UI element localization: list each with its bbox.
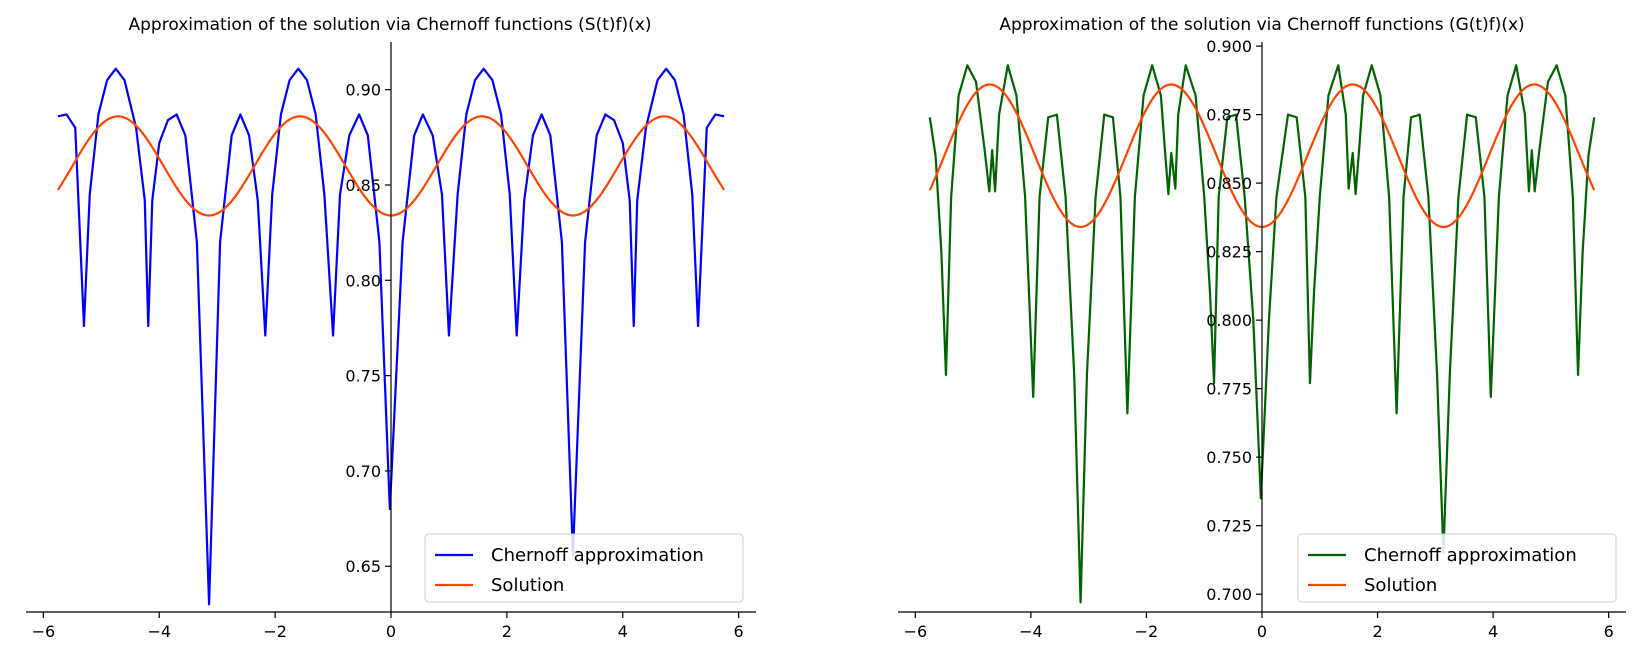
x-tick-label: 6: [1604, 622, 1614, 641]
axes: −6 −4 −2 0 2 4 6 0.700 0.725 0.750 0.775 0.800 0.825…: [898, 37, 1626, 641]
legend-label: Solution: [491, 575, 564, 596]
legend: Chernoff approximation Solution: [1297, 533, 1617, 603]
x-tick-label: 6: [734, 622, 744, 641]
x-tick-label: 2: [502, 622, 512, 641]
x-tick-label: 4: [618, 622, 628, 641]
x-tick-label: 0: [386, 622, 396, 641]
y-tick-label: 0.700: [1206, 585, 1252, 604]
y-tick-label: 0.75: [345, 367, 381, 386]
axes: −6 −4 −2 0 2 4 6 0.65 0.70 0.75 0.80 0.85 0.90: [26, 42, 756, 641]
x-tick-label: −6: [32, 622, 56, 641]
y-tick-label: 0.850: [1206, 174, 1252, 193]
x-tick-label: 0: [1257, 622, 1267, 641]
y-tick-label: 0.775: [1206, 380, 1252, 399]
x-tick-label: 2: [1372, 622, 1382, 641]
y-tick-label: 0.70: [345, 462, 381, 481]
y-tick-label: 0.875: [1206, 106, 1252, 125]
x-tick-label: −2: [263, 622, 287, 641]
x-tick-label: −4: [1019, 622, 1043, 641]
legend-label: Chernoff approximation: [491, 545, 704, 566]
x-tick-label: −4: [147, 622, 171, 641]
series-line-chernoff-approximation: [57, 67, 725, 606]
chart-title: Approximation of the solution via Cherno…: [129, 15, 652, 35]
y-tick-label: 0.800: [1206, 311, 1252, 330]
y-tick-label: 0.900: [1206, 37, 1252, 56]
x-tick-label: 4: [1488, 622, 1498, 641]
legend-label: Solution: [1364, 575, 1437, 596]
legend-box: [424, 533, 744, 603]
y-tick-label: 0.90: [345, 81, 381, 100]
y-tick-label: 0.750: [1206, 448, 1252, 467]
x-tick-label: −2: [1135, 622, 1159, 641]
y-tick-label: 0.85: [345, 176, 381, 195]
y-tick-label: 0.825: [1206, 243, 1252, 262]
chart-panel-left: Approximation of the solution via Cherno…: [26, 15, 756, 641]
chart-panel-right: Approximation of the solution via Cherno…: [898, 15, 1626, 641]
series-line-chernoff-approximation: [928, 64, 1596, 604]
legend-box: [1297, 533, 1617, 603]
y-tick-label: 0.725: [1206, 517, 1252, 536]
chart-title: Approximation of the solution via Cherno…: [999, 15, 1524, 35]
legend-label: Chernoff approximation: [1364, 545, 1577, 566]
y-tick-label: 0.65: [345, 557, 381, 576]
legend: Chernoff approximation Solution: [424, 533, 744, 603]
y-tick-label: 0.80: [345, 271, 381, 290]
x-tick-label: −6: [904, 622, 928, 641]
